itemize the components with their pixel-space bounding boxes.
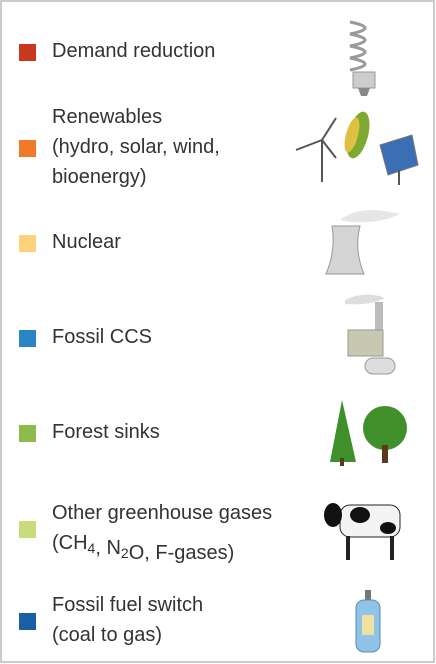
label-text: (coal to gas) xyxy=(52,624,162,646)
legend-label: Fossil CCS xyxy=(52,326,152,348)
label-text: Nuclear xyxy=(52,231,121,253)
legend-label: Forest sinks xyxy=(52,421,160,443)
label-text: Demand reduction xyxy=(52,40,215,62)
label-text: (CH xyxy=(52,532,88,554)
legend-label: Nuclear xyxy=(52,231,121,253)
label-text: Renewables xyxy=(52,106,162,128)
legend-label: bioenergy) xyxy=(52,166,147,188)
legend-swatch xyxy=(19,521,36,538)
legend-swatch xyxy=(19,235,36,252)
legend-swatch xyxy=(19,425,36,442)
legend-label: Demand reduction xyxy=(52,40,215,62)
label-text: Fossil CCS xyxy=(52,326,152,348)
legend-swatch xyxy=(19,44,36,61)
label-text: Fossil fuel switch xyxy=(52,594,203,616)
subscript: 2 xyxy=(121,545,129,561)
legend-label: (coal to gas) xyxy=(52,624,162,646)
page: Demand reduction Renewables (hydro, solar,… xyxy=(0,0,436,664)
legend-label: Renewables xyxy=(52,106,162,128)
legend-label: (hydro, solar, wind, xyxy=(52,136,220,158)
label-text: bioenergy) xyxy=(52,166,147,188)
label-text: Forest sinks xyxy=(52,421,160,443)
legend-swatch xyxy=(19,140,36,157)
label-text: , N xyxy=(95,537,121,559)
label-text: (hydro, solar, wind, xyxy=(52,136,220,158)
legend-label: Fossil fuel switch xyxy=(52,594,203,616)
label-text: Other greenhouse gases xyxy=(52,502,272,524)
legend-swatch xyxy=(19,613,36,630)
label-text: O, F-gases) xyxy=(129,542,235,564)
legend-panel: Demand reduction Renewables (hydro, solar,… xyxy=(0,0,436,664)
subscript: 4 xyxy=(88,540,96,556)
legend-label: Other greenhouse gases xyxy=(52,502,272,524)
legend-swatch xyxy=(19,330,36,347)
